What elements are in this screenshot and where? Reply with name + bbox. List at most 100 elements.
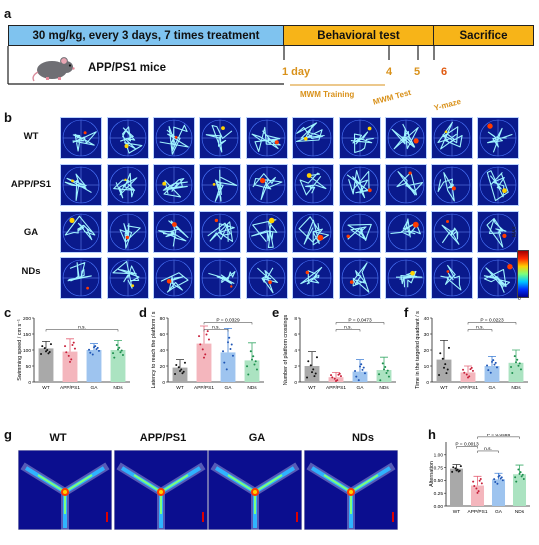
- point-h-2-3: [496, 482, 499, 485]
- point-f-0-1: [446, 368, 449, 371]
- bracket-f-1: [467, 329, 493, 332]
- xtick-label-e-1: APP/PS1: [326, 385, 346, 391]
- point-d-1-6: [205, 333, 208, 336]
- xtick-label-h-3: NDs: [515, 509, 525, 515]
- point-f-2-7: [491, 360, 493, 363]
- mwm-track-3-2: [153, 257, 195, 299]
- xtick-label-f-3: NDs: [511, 385, 521, 391]
- point-c-3-6: [119, 351, 122, 354]
- mwm-track-2-0: [60, 211, 102, 253]
- point-d-1-5: [207, 338, 210, 341]
- point-c-1-7: [69, 360, 71, 363]
- colorbar-min: 0: [518, 296, 521, 302]
- point-c-3-0: [112, 352, 115, 355]
- annotation-e-0: P = 0.0473: [348, 317, 372, 323]
- point-e-1-5: [339, 375, 342, 378]
- point-c-0-7: [45, 350, 47, 353]
- point-h-2-0: [493, 478, 496, 481]
- point-c-1-2: [70, 358, 73, 361]
- point-e-0-7: [311, 371, 313, 374]
- mwm-track-2-8: [431, 211, 473, 253]
- mwm-track-1-1: [107, 164, 149, 206]
- panel-label-a: a: [4, 6, 12, 21]
- ylabel-d: Latency to reach the platform / s: [151, 311, 157, 388]
- row-label-nds: NDs: [21, 266, 41, 277]
- errorbar-h-3: [515, 464, 524, 475]
- xtick-label-d-0: WT: [176, 385, 184, 391]
- point-h-0-5: [459, 465, 462, 468]
- mwm-track-3-6: [339, 257, 381, 299]
- point-e-3-1: [386, 369, 389, 372]
- mwm-track-3-3: [199, 257, 241, 299]
- xtick-label-f-1: APP/PS1: [458, 385, 478, 391]
- mwm-track-2-2: [153, 211, 195, 253]
- day-4: 4: [386, 66, 393, 78]
- point-f-3-5: [519, 368, 522, 371]
- point-f-2-6: [493, 363, 496, 366]
- point-e-2-3: [357, 379, 360, 382]
- point-c-2-0: [88, 348, 91, 351]
- errorbar-e-3: [380, 356, 388, 370]
- point-e-0-2: [312, 368, 315, 371]
- point-e-2-2: [360, 363, 363, 366]
- bar-d-NDs: [244, 360, 260, 382]
- point-d-2-5: [231, 354, 234, 357]
- point-d-1-0: [198, 335, 201, 338]
- annotation-f-1: n.s.: [476, 326, 484, 331]
- mwm-track-3-5: [292, 257, 334, 299]
- point-f-2-3: [489, 371, 492, 374]
- panel-label-f: f: [404, 305, 409, 320]
- mwm-track-0-5: [292, 117, 334, 159]
- point-h-2-7: [497, 475, 500, 478]
- point-e-1-7: [335, 380, 337, 383]
- point-c-1-1: [72, 341, 75, 344]
- colorbar-max: MAX: [512, 226, 518, 237]
- chart-e: 0 2 4 6 8 WT APP/PS1 GA NDs Number of platform cr…: [283, 314, 396, 391]
- point-e-0-0: [306, 376, 309, 379]
- mwm-track-3-7: [385, 257, 427, 299]
- ytick-label-d-0: 0: [162, 380, 165, 386]
- point-c-3-5: [121, 353, 124, 356]
- treatment-bar: 30 mg/kg, every 3 days, 7 times treatmen…: [8, 25, 284, 46]
- errorbar-c-3: [114, 340, 122, 350]
- mwm-track-1-2: [153, 164, 195, 206]
- point-f-0-7: [443, 366, 445, 369]
- point-f-0-6: [445, 372, 448, 375]
- point-d-0-0: [174, 373, 177, 375]
- ytick-label-e-0: 0: [294, 380, 297, 386]
- ytick-label-c-4: 200: [23, 316, 31, 322]
- behavioral-bar: Behavioral test: [284, 25, 434, 46]
- point-d-1-1: [206, 330, 209, 333]
- errorbar-c-1: [66, 338, 74, 352]
- point-f-1-5: [471, 369, 474, 372]
- ytick-label-h-3: 0.75: [434, 465, 444, 471]
- point-c-3-4: [113, 356, 116, 359]
- point-d-3-4: [247, 373, 250, 376]
- point-f-0-0: [438, 373, 441, 376]
- ymaze-GA: [208, 450, 302, 530]
- bracket-d-0: [203, 322, 253, 325]
- mwm-track-0-4: [246, 117, 288, 159]
- xtick-label-h-2: GA: [495, 509, 503, 515]
- bar-c-APP/PS1: [62, 351, 78, 382]
- point-c-0-2: [46, 349, 49, 352]
- annotation-h-1: P = 0.0488: [487, 434, 511, 438]
- errorbar-d-1: [200, 325, 208, 344]
- behavioral-text: Behavioral test: [317, 29, 400, 42]
- xtick-label-e-0: WT: [308, 385, 316, 391]
- point-h-3-4: [515, 480, 518, 483]
- point-d-0-4: [175, 363, 178, 366]
- point-e-2-5: [363, 372, 366, 375]
- point-e-0-6: [313, 375, 316, 378]
- point-d-1-3: [201, 348, 204, 351]
- point-c-3-1: [120, 349, 123, 352]
- point-e-3-0: [378, 373, 381, 376]
- point-e-2-4: [355, 375, 358, 378]
- errorbar-d-0: [176, 359, 184, 368]
- ytick-label-h-0: 0.00: [434, 504, 444, 510]
- point-c-2-4: [89, 351, 92, 354]
- mwm-track-1-8: [431, 164, 473, 206]
- errorbar-d-2: [224, 328, 232, 353]
- xtick-label-c-3: NDs: [113, 385, 123, 391]
- mwm-track-3-4: [246, 257, 288, 299]
